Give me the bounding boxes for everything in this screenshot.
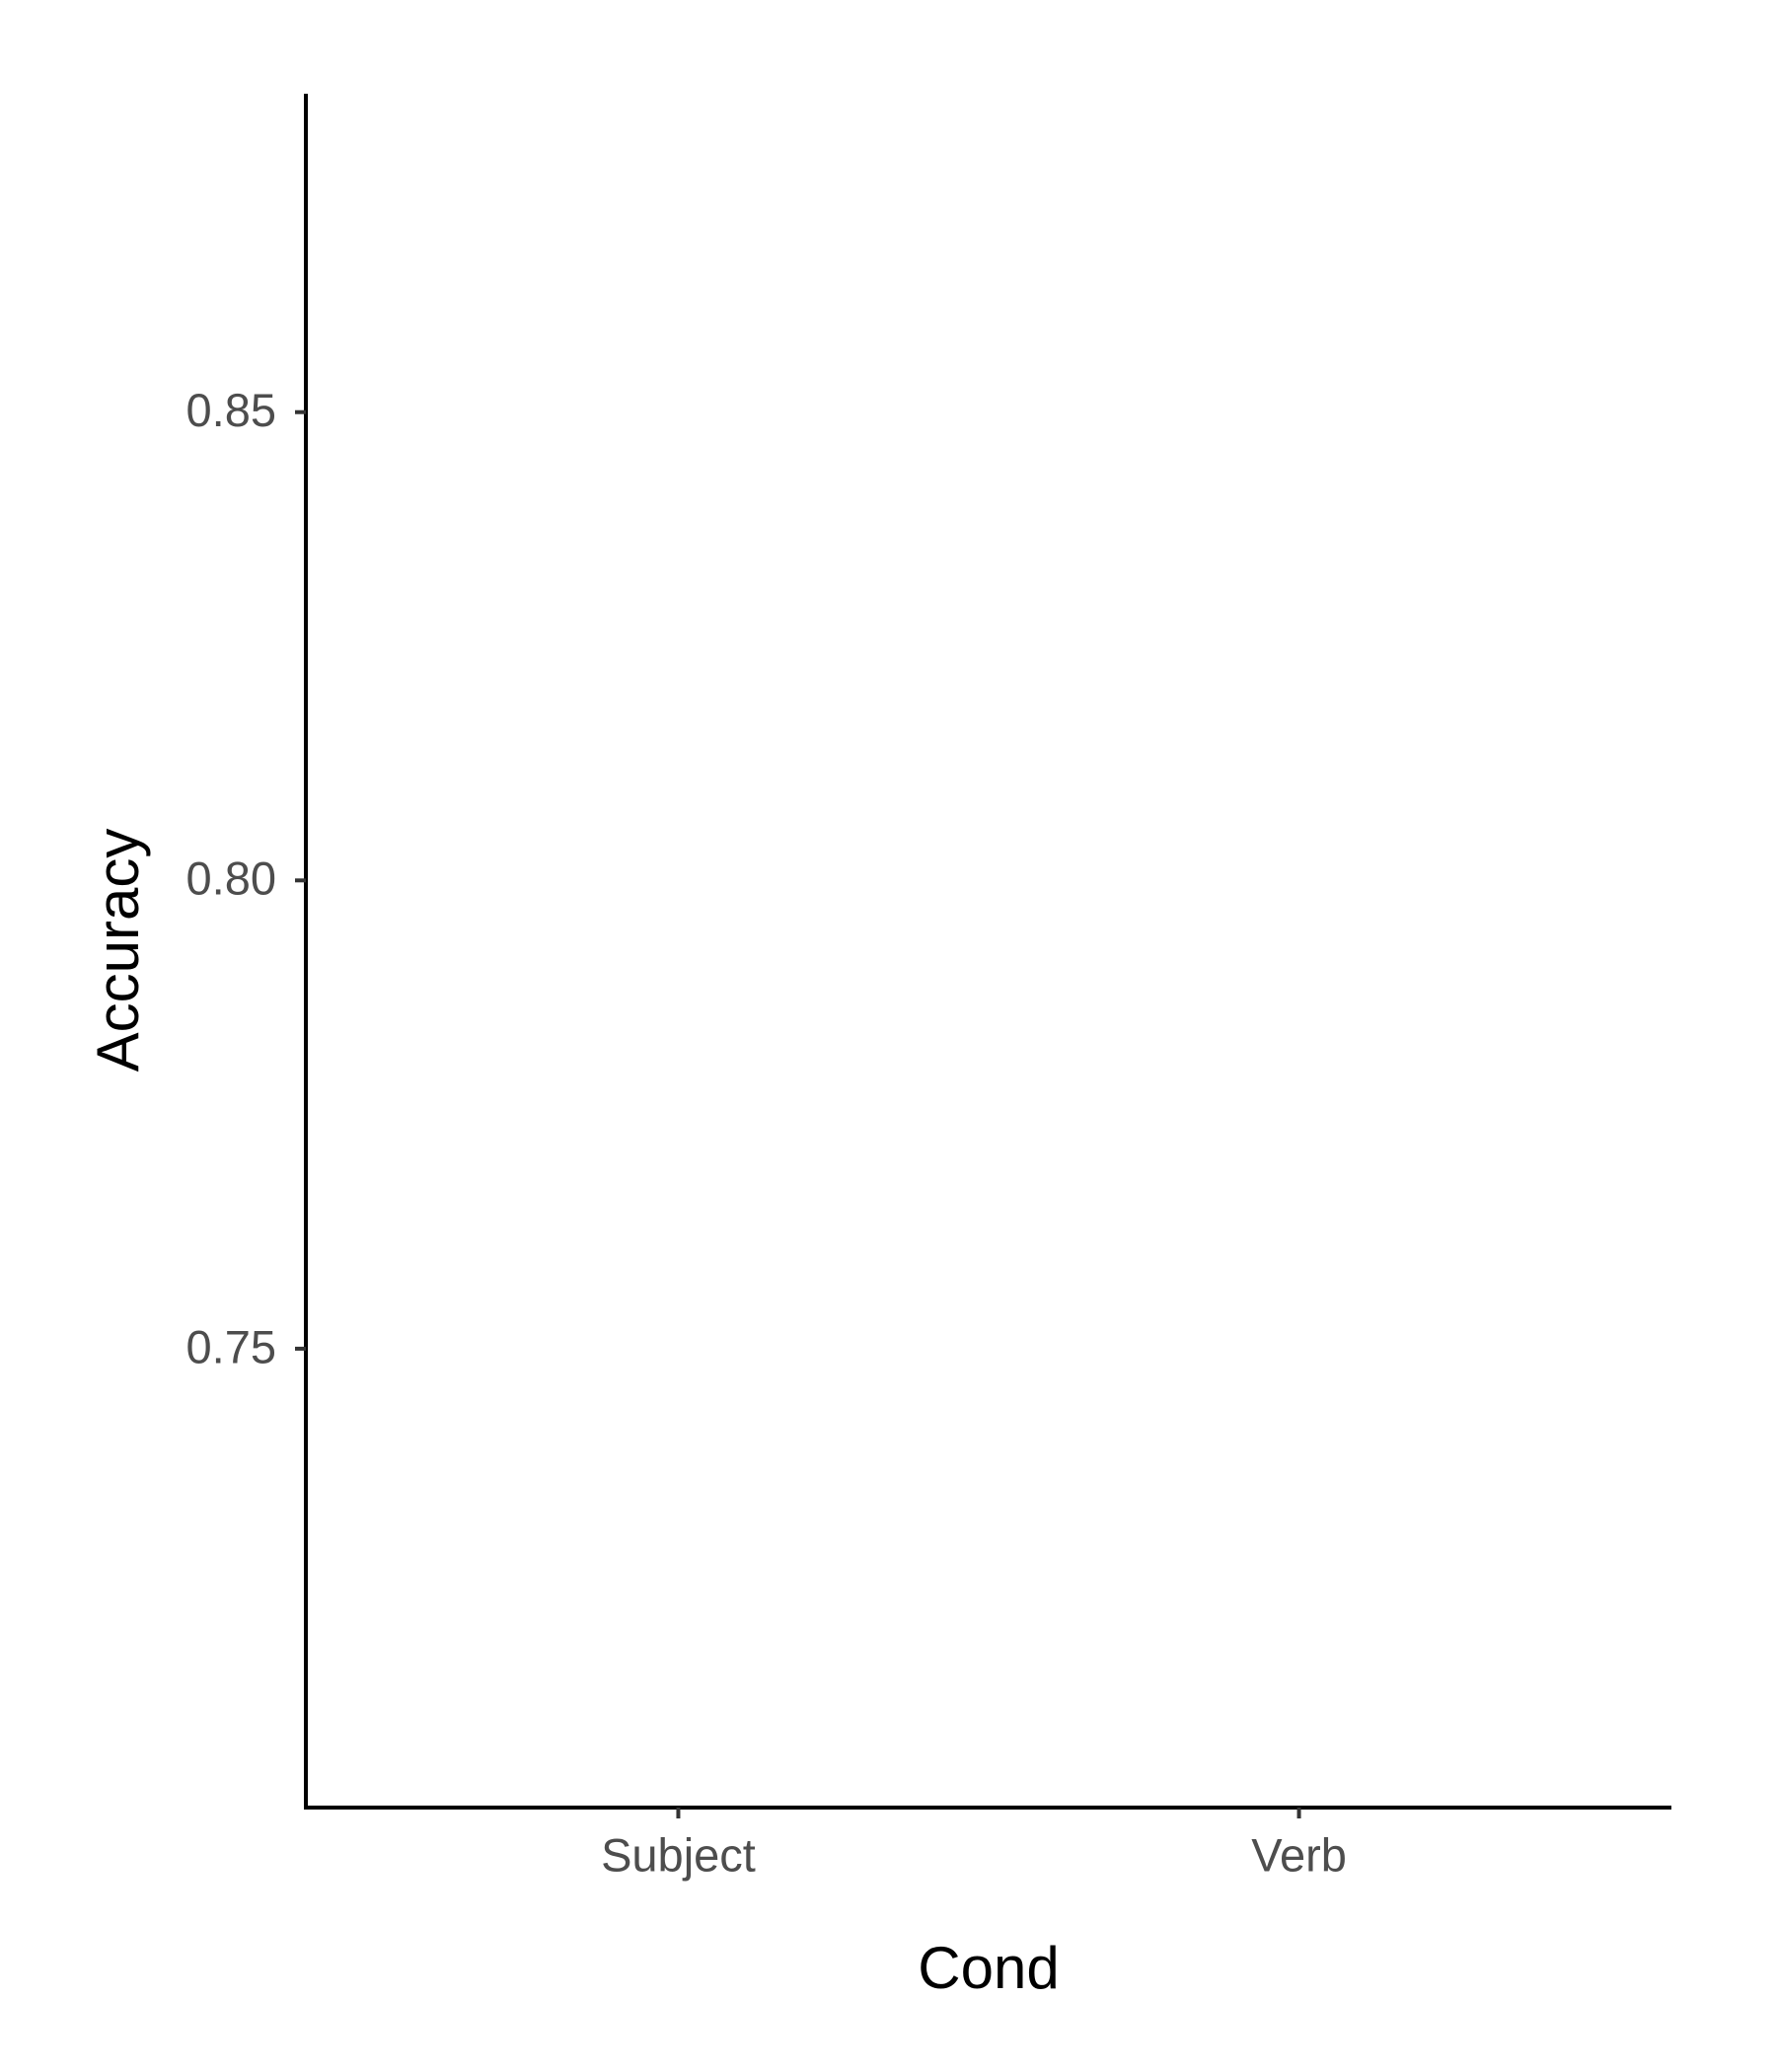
y-tick-label: 0.85: [186, 384, 276, 436]
y-tick-label: 0.80: [186, 852, 276, 905]
y-axis-title: Accuracy: [85, 829, 151, 1073]
x-tick-label: Subject: [601, 1828, 756, 1881]
y-tick-label: 0.75: [186, 1320, 276, 1372]
x-tick-label: Verb: [1251, 1828, 1347, 1881]
x-axis-title: Cond: [918, 1935, 1059, 2001]
